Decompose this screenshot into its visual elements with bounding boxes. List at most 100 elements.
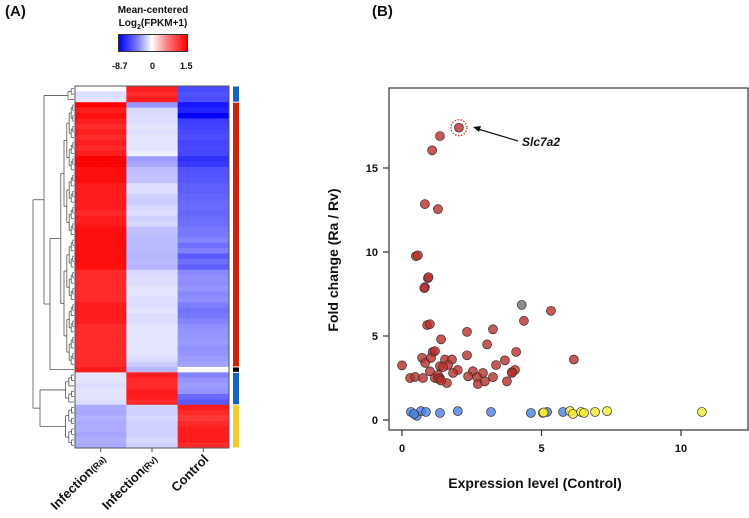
- heatmap-cell: [177, 426, 230, 433]
- data-point: [426, 352, 436, 363]
- heatmap-cell: [75, 183, 127, 189]
- data-point: [568, 409, 578, 419]
- data-point: [546, 305, 556, 316]
- heatmap-cell: [177, 420, 230, 427]
- heatmap-cell: [126, 86, 178, 92]
- heatmap-cell: [177, 237, 230, 243]
- heatmap-cell: [177, 350, 230, 357]
- heatmap-cell: [177, 285, 230, 292]
- heatmap-cell: [126, 183, 178, 189]
- data-point: [516, 300, 527, 310]
- heatmap-cell: [75, 199, 127, 206]
- heatmap-cell: [177, 410, 230, 416]
- heatmap-cell: [177, 156, 230, 162]
- heatmap-cell: [126, 129, 178, 135]
- heatmap-cell: [177, 318, 230, 325]
- data-point: [602, 406, 612, 416]
- data-point: [488, 372, 498, 383]
- heatmap-cell: [126, 275, 178, 281]
- heatmap-cell: [126, 366, 178, 373]
- annotation-label: Slc7a2: [522, 135, 560, 149]
- heatmap-cell: [126, 404, 178, 411]
- heatmap-cell: [177, 339, 230, 346]
- data-point: [526, 408, 536, 418]
- data-point: [421, 407, 431, 417]
- heatmap-cell: [177, 140, 230, 146]
- heatmap-cell: [126, 226, 178, 233]
- heatmap-cell: [126, 442, 178, 449]
- heatmap-cell: [177, 415, 230, 422]
- heatmap-cell: [126, 307, 178, 314]
- heatmap-cell: [177, 388, 230, 395]
- data-point: [500, 355, 510, 366]
- heatmap-cell: [126, 302, 178, 308]
- heatmap-cell: [126, 415, 178, 422]
- heatmap-cell: [126, 237, 178, 243]
- heatmap-cell: [75, 377, 127, 384]
- heatmap-cell: [75, 269, 127, 276]
- heatmap-cell: [177, 275, 230, 281]
- heatmap-cell: [126, 431, 178, 438]
- data-point: [435, 408, 445, 418]
- heatmap-cell: [75, 426, 127, 433]
- heatmap-cell: [75, 248, 127, 254]
- heatmap-cell: [126, 248, 178, 254]
- heatmap-cell: [177, 107, 230, 114]
- data-point: [425, 319, 435, 330]
- heatmap-cell: [126, 345, 178, 352]
- heatmap-cell: [75, 258, 127, 265]
- heatmap-cell: [177, 150, 230, 157]
- heatmap-cell: [75, 91, 127, 98]
- heatmap-cell: [126, 318, 178, 325]
- row-group-marker: [233, 372, 239, 405]
- heatmap-cell: [126, 204, 178, 211]
- data-point: [436, 375, 446, 386]
- data-point: [413, 250, 423, 261]
- data-point: [590, 407, 600, 417]
- data-point: [409, 409, 419, 419]
- y-tick-label: 15: [366, 163, 378, 175]
- heatmap-cell: [177, 91, 230, 98]
- heatmap-cell: [126, 221, 178, 227]
- annotation-arrow: [477, 128, 519, 142]
- heatmap-cell: [75, 231, 127, 238]
- colorbar-title: Mean-centered Log2(FPKM+1): [103, 4, 203, 34]
- heatmap-cell: [75, 383, 127, 389]
- heatmap-cell: [126, 172, 178, 179]
- heatmap-cell: [126, 107, 178, 114]
- heatmap-cell: [177, 231, 230, 238]
- heatmap-cell: [126, 150, 178, 157]
- data-point: [436, 334, 446, 345]
- y-axis-label: Fold change (Ra / Rv): [325, 188, 341, 331]
- heatmap-cell: [126, 258, 178, 265]
- heatmap-cell: [177, 221, 230, 227]
- heatmap-cell: [75, 204, 127, 211]
- heatmap-cell: [126, 177, 178, 184]
- heatmap-cell: [177, 118, 230, 125]
- heatmap-cell: [126, 188, 178, 195]
- heatmap-cell: [177, 312, 230, 319]
- colorbar: [118, 34, 188, 52]
- colorbar-title-prefix: Log: [118, 18, 137, 29]
- heatmap-cell: [177, 204, 230, 211]
- heatmap-cell: [126, 264, 178, 271]
- heatmap-cell: [126, 393, 178, 400]
- heatmap-cell: [177, 399, 230, 406]
- heatmap-cell: [126, 215, 178, 222]
- heatmap-cell: [126, 334, 178, 341]
- heatmap-cell: [177, 377, 230, 384]
- heatmap-cell: [75, 361, 127, 368]
- colorbar-max-label: 1.5: [180, 61, 193, 71]
- heatmap-cell: [126, 145, 178, 152]
- heatmap-cell: [177, 253, 230, 260]
- heatmap-cell: [177, 366, 230, 373]
- heatmap-cell: [177, 280, 230, 287]
- x-tick-label: 5: [538, 443, 544, 455]
- x-tick-label: 0: [399, 443, 405, 455]
- heatmap-cell: [177, 194, 230, 200]
- heatmap-cell: [75, 372, 127, 379]
- heatmap-cell: [75, 86, 127, 92]
- data-point: [438, 362, 448, 372]
- heatmap-cell: [126, 323, 178, 330]
